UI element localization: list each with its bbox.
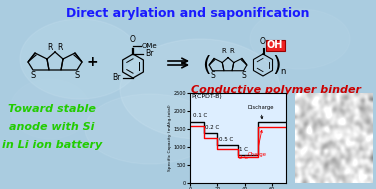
FancyBboxPatch shape	[265, 40, 285, 50]
Y-axis label: Specific Capacity (mAhg-total): Specific Capacity (mAhg-total)	[168, 105, 172, 171]
Ellipse shape	[85, 94, 215, 164]
Text: Direct arylation and saponification: Direct arylation and saponification	[66, 7, 310, 20]
Ellipse shape	[250, 9, 350, 69]
Text: Conductive polymer binder: Conductive polymer binder	[191, 85, 361, 95]
Text: n: n	[280, 67, 286, 77]
Ellipse shape	[120, 39, 280, 139]
Text: anode with Si: anode with Si	[9, 122, 95, 132]
Text: 2 C: 2 C	[239, 156, 248, 160]
Text: 0.2 C: 0.2 C	[205, 125, 219, 130]
Text: Discharge: Discharge	[247, 105, 274, 119]
Ellipse shape	[20, 19, 140, 99]
Text: S: S	[30, 71, 36, 81]
Text: S: S	[74, 71, 80, 81]
Text: in Li ion battery: in Li ion battery	[2, 140, 102, 150]
Text: R: R	[230, 48, 234, 54]
Text: P(CPDT-B): P(CPDT-B)	[191, 94, 222, 99]
Text: Br: Br	[145, 50, 153, 59]
Text: OMe: OMe	[142, 43, 158, 49]
Text: S: S	[241, 71, 246, 80]
Text: Br: Br	[113, 74, 121, 83]
Text: O: O	[260, 37, 266, 46]
Text: +: +	[86, 55, 98, 69]
Text: ): )	[273, 55, 281, 75]
Text: 1 C: 1 C	[239, 147, 248, 152]
Text: R: R	[57, 43, 63, 51]
Text: S: S	[210, 71, 215, 80]
Text: Charge: Charge	[247, 130, 267, 157]
Text: R: R	[47, 43, 53, 51]
Text: 0.1 C: 0.1 C	[193, 113, 207, 118]
Ellipse shape	[10, 79, 90, 139]
Text: 0.5 C: 0.5 C	[219, 137, 233, 142]
Text: O: O	[130, 35, 136, 44]
Text: R: R	[221, 48, 226, 54]
Text: Toward stable: Toward stable	[8, 104, 96, 114]
Text: (: (	[202, 55, 210, 75]
Text: OH: OH	[267, 40, 283, 50]
